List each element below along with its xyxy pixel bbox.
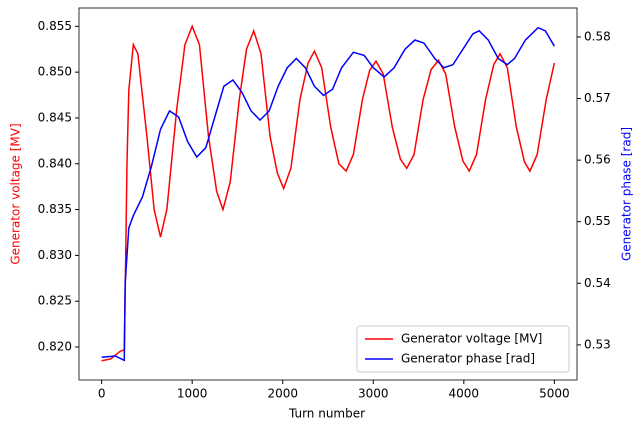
y2-axis-label: Generator phase [rad] <box>620 127 634 261</box>
legend-box <box>356 325 570 373</box>
y2-tick-label: 0.56 <box>584 153 611 167</box>
y-tick-label: 0.830 <box>38 248 72 262</box>
x-axis-label: Turn number <box>288 407 365 421</box>
y2-tick-label: 0.57 <box>584 91 611 105</box>
y2-tick-label: 0.55 <box>584 214 611 228</box>
y-tick-label: 0.845 <box>38 110 72 124</box>
legend-label: Generator phase [rad] <box>401 352 535 366</box>
x-tick-label: 1000 <box>177 387 208 401</box>
x-tick-label: 2000 <box>267 387 298 401</box>
x-tick-label: 5000 <box>539 387 570 401</box>
plot-frame <box>78 7 578 381</box>
y-tick-label: 0.855 <box>38 19 72 33</box>
x-tick-label: 4000 <box>449 387 480 401</box>
y2-tick-label: 0.53 <box>584 337 611 351</box>
y-tick-label: 0.840 <box>38 156 72 170</box>
y2-tick-label: 0.58 <box>584 29 611 43</box>
y-tick-label: 0.850 <box>38 65 72 79</box>
y-tick-label: 0.825 <box>38 294 72 308</box>
y-axis-label: Generator voltage [MV] <box>9 123 23 264</box>
line-series <box>101 24 556 362</box>
x-tick-label: 0 <box>98 387 106 401</box>
y-tick-label: 0.820 <box>38 340 72 354</box>
y-tick-label: 0.835 <box>38 202 72 216</box>
line-series <box>101 26 556 362</box>
x-tick-label: 3000 <box>358 387 389 401</box>
y2-tick-label: 0.54 <box>584 276 611 290</box>
legend-label: Generator voltage [MV] <box>401 332 542 346</box>
